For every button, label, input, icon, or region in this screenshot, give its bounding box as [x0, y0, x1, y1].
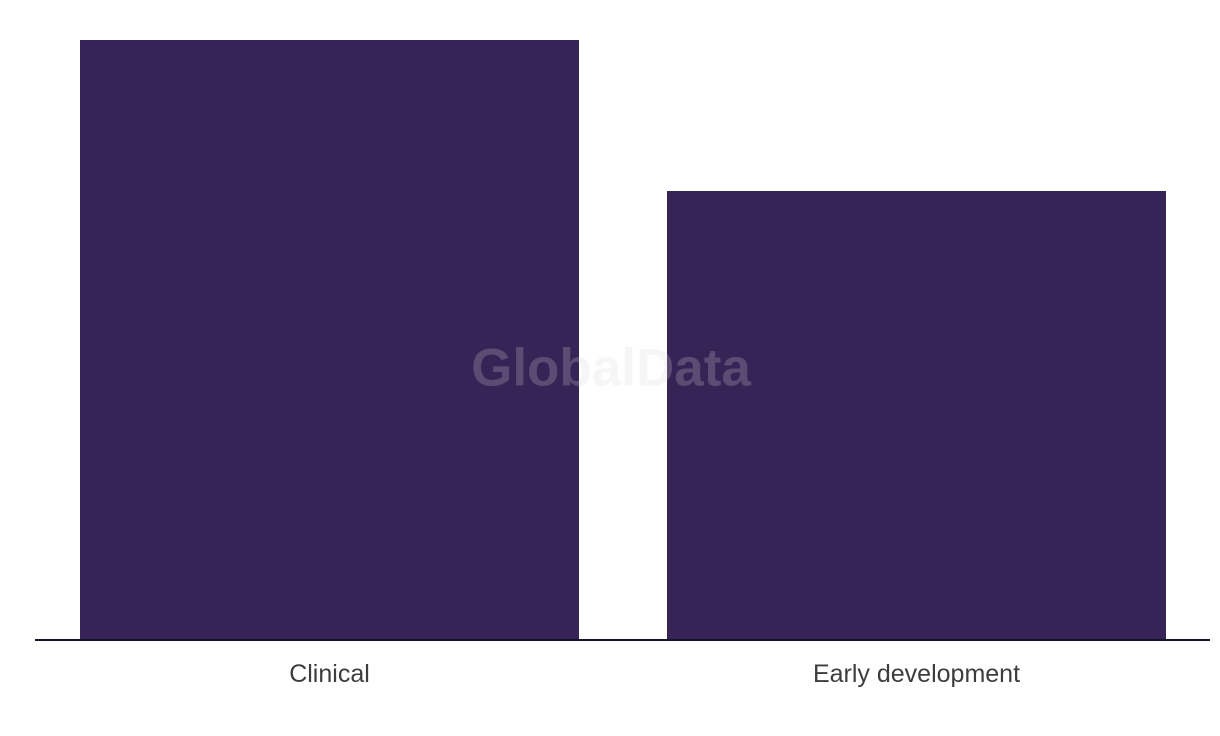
- bar-early-development: [667, 191, 1166, 639]
- x-axis-line: [35, 639, 1210, 641]
- x-axis-label-clinical: Clinical: [289, 660, 370, 688]
- bar-clinical: [80, 40, 579, 639]
- x-axis-label-early-development: Early development: [812, 660, 1021, 688]
